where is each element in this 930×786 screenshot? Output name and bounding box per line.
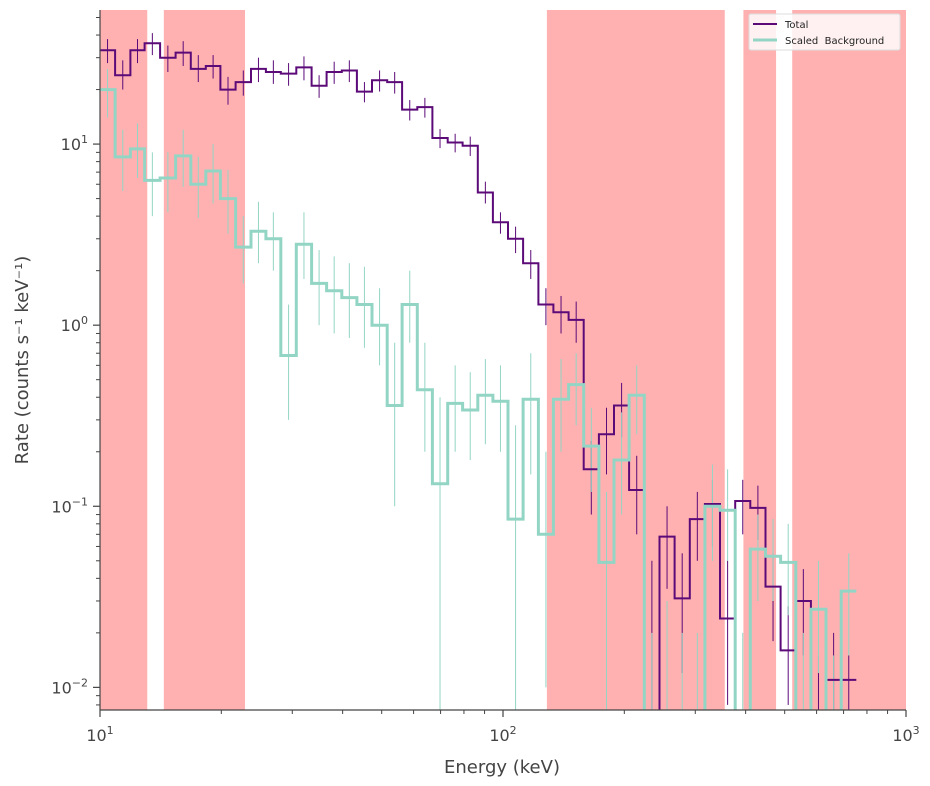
legend-label-total: Total [784, 20, 808, 31]
x-tick-label: 101 [86, 724, 113, 745]
shaded-region [163, 10, 246, 710]
excluded-regions [100, 10, 906, 710]
series-line-background [100, 88, 857, 710]
shaded-region [743, 10, 777, 710]
legend: Total Scaled Background [748, 13, 901, 51]
y-tick-label: 101 [61, 133, 88, 154]
x-tick-label: 102 [489, 724, 516, 745]
series-line-total [100, 42, 857, 710]
legend-label-background: Scaled Background [785, 36, 884, 47]
step-lines [100, 42, 857, 710]
legend-box [748, 13, 901, 51]
shaded-region [546, 10, 725, 710]
x-axis-label: Energy (keV) [444, 757, 560, 778]
shaded-region [100, 10, 148, 710]
ticks: 101 102 103 10−2 10−1 100 101 [51, 16, 920, 745]
y-tick-label: 10−2 [51, 676, 88, 697]
x-tick-label: 103 [892, 724, 919, 745]
y-tick-label: 10−1 [51, 495, 88, 516]
y-tick-label: 100 [61, 314, 88, 335]
y-axis-label: Rate (counts s⁻¹ keV⁻¹) [12, 256, 33, 465]
